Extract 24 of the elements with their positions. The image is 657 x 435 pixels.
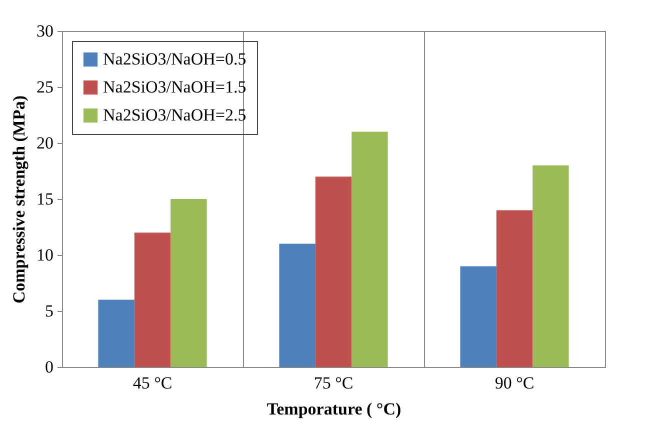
bar [532,165,569,367]
bar [460,266,496,367]
y-tick-label: 25 [36,78,54,96]
bar [170,199,207,367]
y-tick-label: 5 [45,302,54,320]
y-tick-label: 20 [36,134,54,152]
x-tick-label: 75 °C [314,374,354,392]
x-axis-title: Temporature ( °C) [266,400,402,418]
y-tick-label: 30 [36,22,54,40]
x-tick-label: 45 °C [132,374,172,392]
bar [134,232,171,367]
legend-label: Na2SiO3/NaOH=1.5 [103,78,246,96]
bar [352,132,388,367]
bar [315,176,352,367]
bar [279,244,316,367]
y-axis-title: Compressive strength (MPa) [10,95,28,304]
bar [98,300,134,367]
y-tick-label: 0 [45,358,54,376]
y-tick-label: 15 [36,190,54,208]
y-tick-label: 10 [36,246,54,264]
legend-label: Na2SiO3/NaOH=2.5 [103,106,246,124]
x-tick-label: 90 °C [494,374,534,392]
bar [496,210,533,367]
legend-label: Na2SiO3/NaOH=0.5 [103,50,246,68]
